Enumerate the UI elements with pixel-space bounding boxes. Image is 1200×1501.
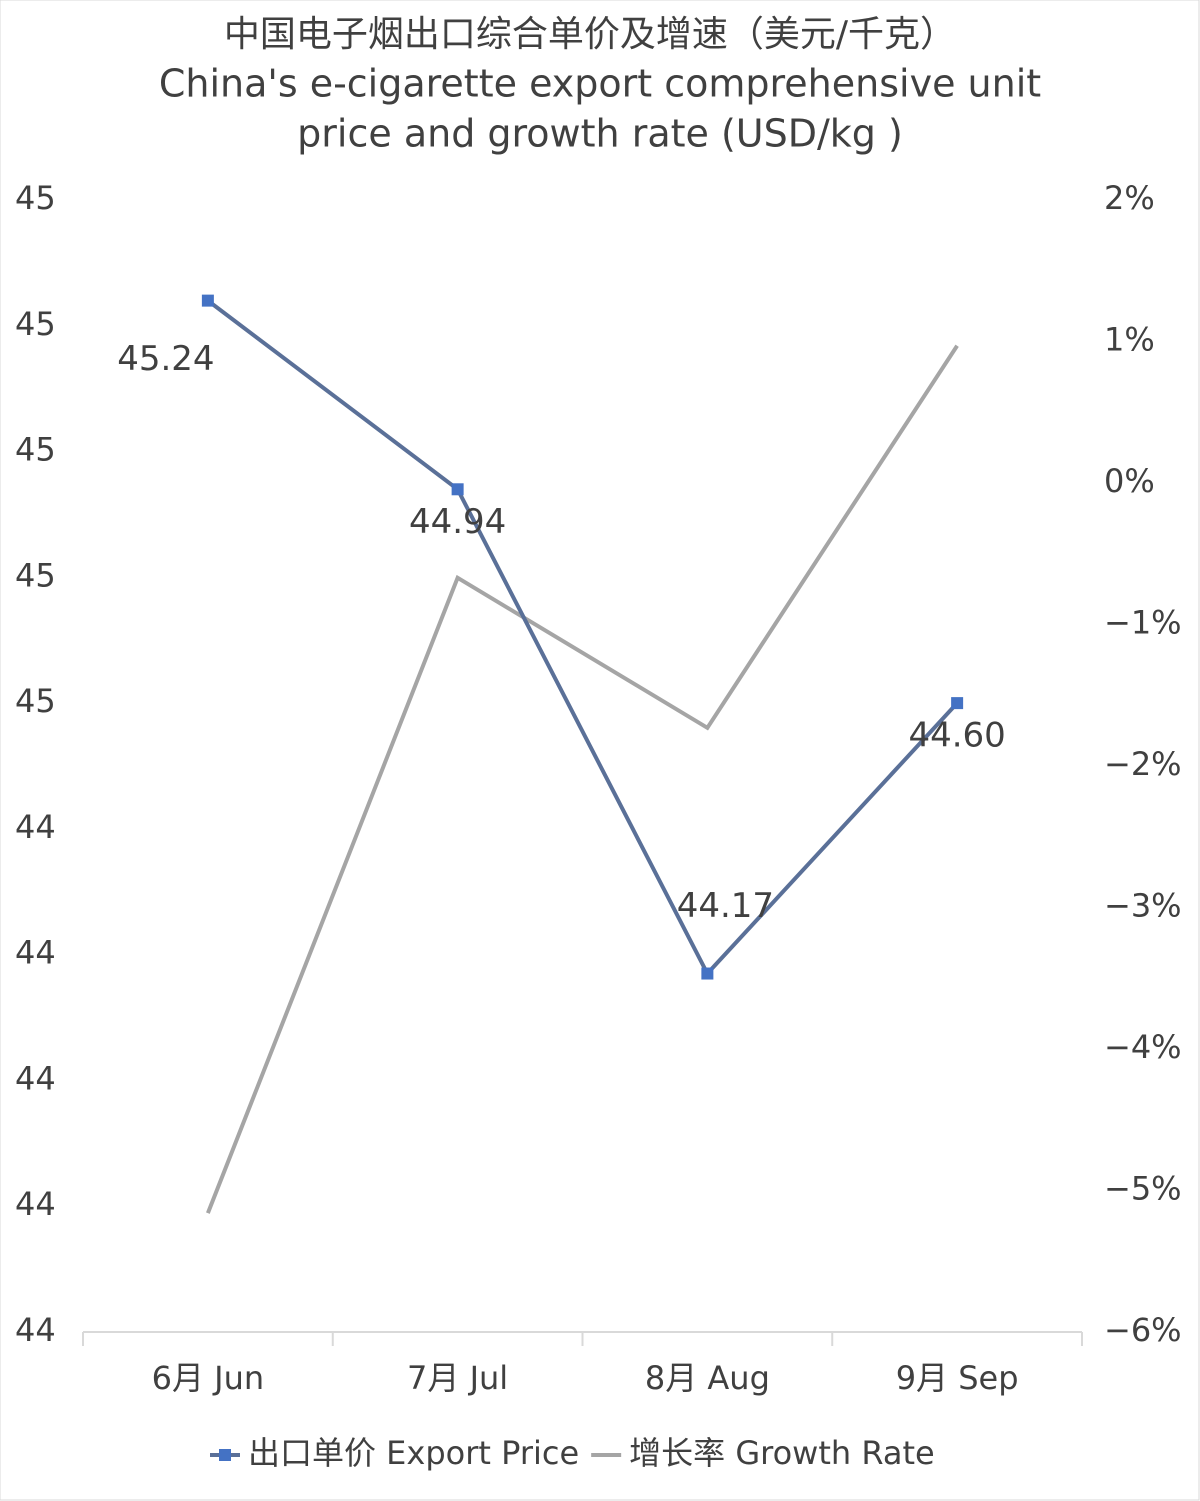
x-tick-label: 7月 Jul: [407, 1359, 508, 1397]
y2-tick-label: −2%: [1104, 745, 1182, 783]
x-tick-label: 8月 Aug: [645, 1359, 770, 1397]
y-tick-label: 44: [15, 1185, 56, 1223]
y-tick-label: 45: [15, 556, 56, 594]
y2-tick-label: −3%: [1104, 887, 1182, 925]
data-label: 45.24: [117, 339, 214, 379]
data-label: 44.17: [677, 886, 774, 926]
y-tick-label: 44: [15, 934, 56, 972]
series-line: [206, 344, 959, 1214]
y2-tick-label: −6%: [1104, 1311, 1182, 1349]
legend-marker: [219, 1449, 231, 1461]
y2-tick-label: 0%: [1104, 462, 1155, 500]
y2-tick-label: 2%: [1104, 179, 1155, 217]
y-tick-label: 45: [15, 682, 56, 720]
y-tick-label: 44: [15, 808, 56, 846]
legend-label: 增长率 Growth Rate: [629, 1434, 935, 1472]
series-marker: [701, 967, 714, 980]
y-tick-label: 45: [15, 431, 56, 469]
y2-tick-label: 1%: [1104, 321, 1155, 359]
y2-tick-label: −1%: [1104, 604, 1182, 642]
y2-tick-label: −5%: [1104, 1170, 1182, 1208]
y-tick-label: 45: [15, 305, 56, 343]
chart-title: price and growth rate (USD/kg ): [297, 112, 903, 156]
series-marker: [201, 294, 214, 307]
series-marker: [951, 697, 964, 710]
x-tick-label: 9月 Sep: [896, 1359, 1019, 1397]
series-marker: [451, 483, 464, 496]
series-line: [206, 299, 959, 977]
x-tick-label: 6月 Jun: [152, 1359, 265, 1397]
data-label: 44.94: [409, 502, 506, 542]
chart-title: 中国电子烟出口综合单价及增速（美元/千克）: [224, 14, 956, 55]
y-tick-label: 44: [15, 1059, 56, 1097]
chart-title: China's e-cigarette export comprehensive…: [159, 62, 1041, 106]
data-label: 44.60: [908, 716, 1005, 756]
y2-tick-label: −4%: [1104, 1028, 1182, 1066]
legend-label: 出口单价 Export Price: [248, 1434, 579, 1472]
y-tick-label: 45: [15, 179, 56, 217]
y-tick-label: 44: [15, 1311, 56, 1349]
